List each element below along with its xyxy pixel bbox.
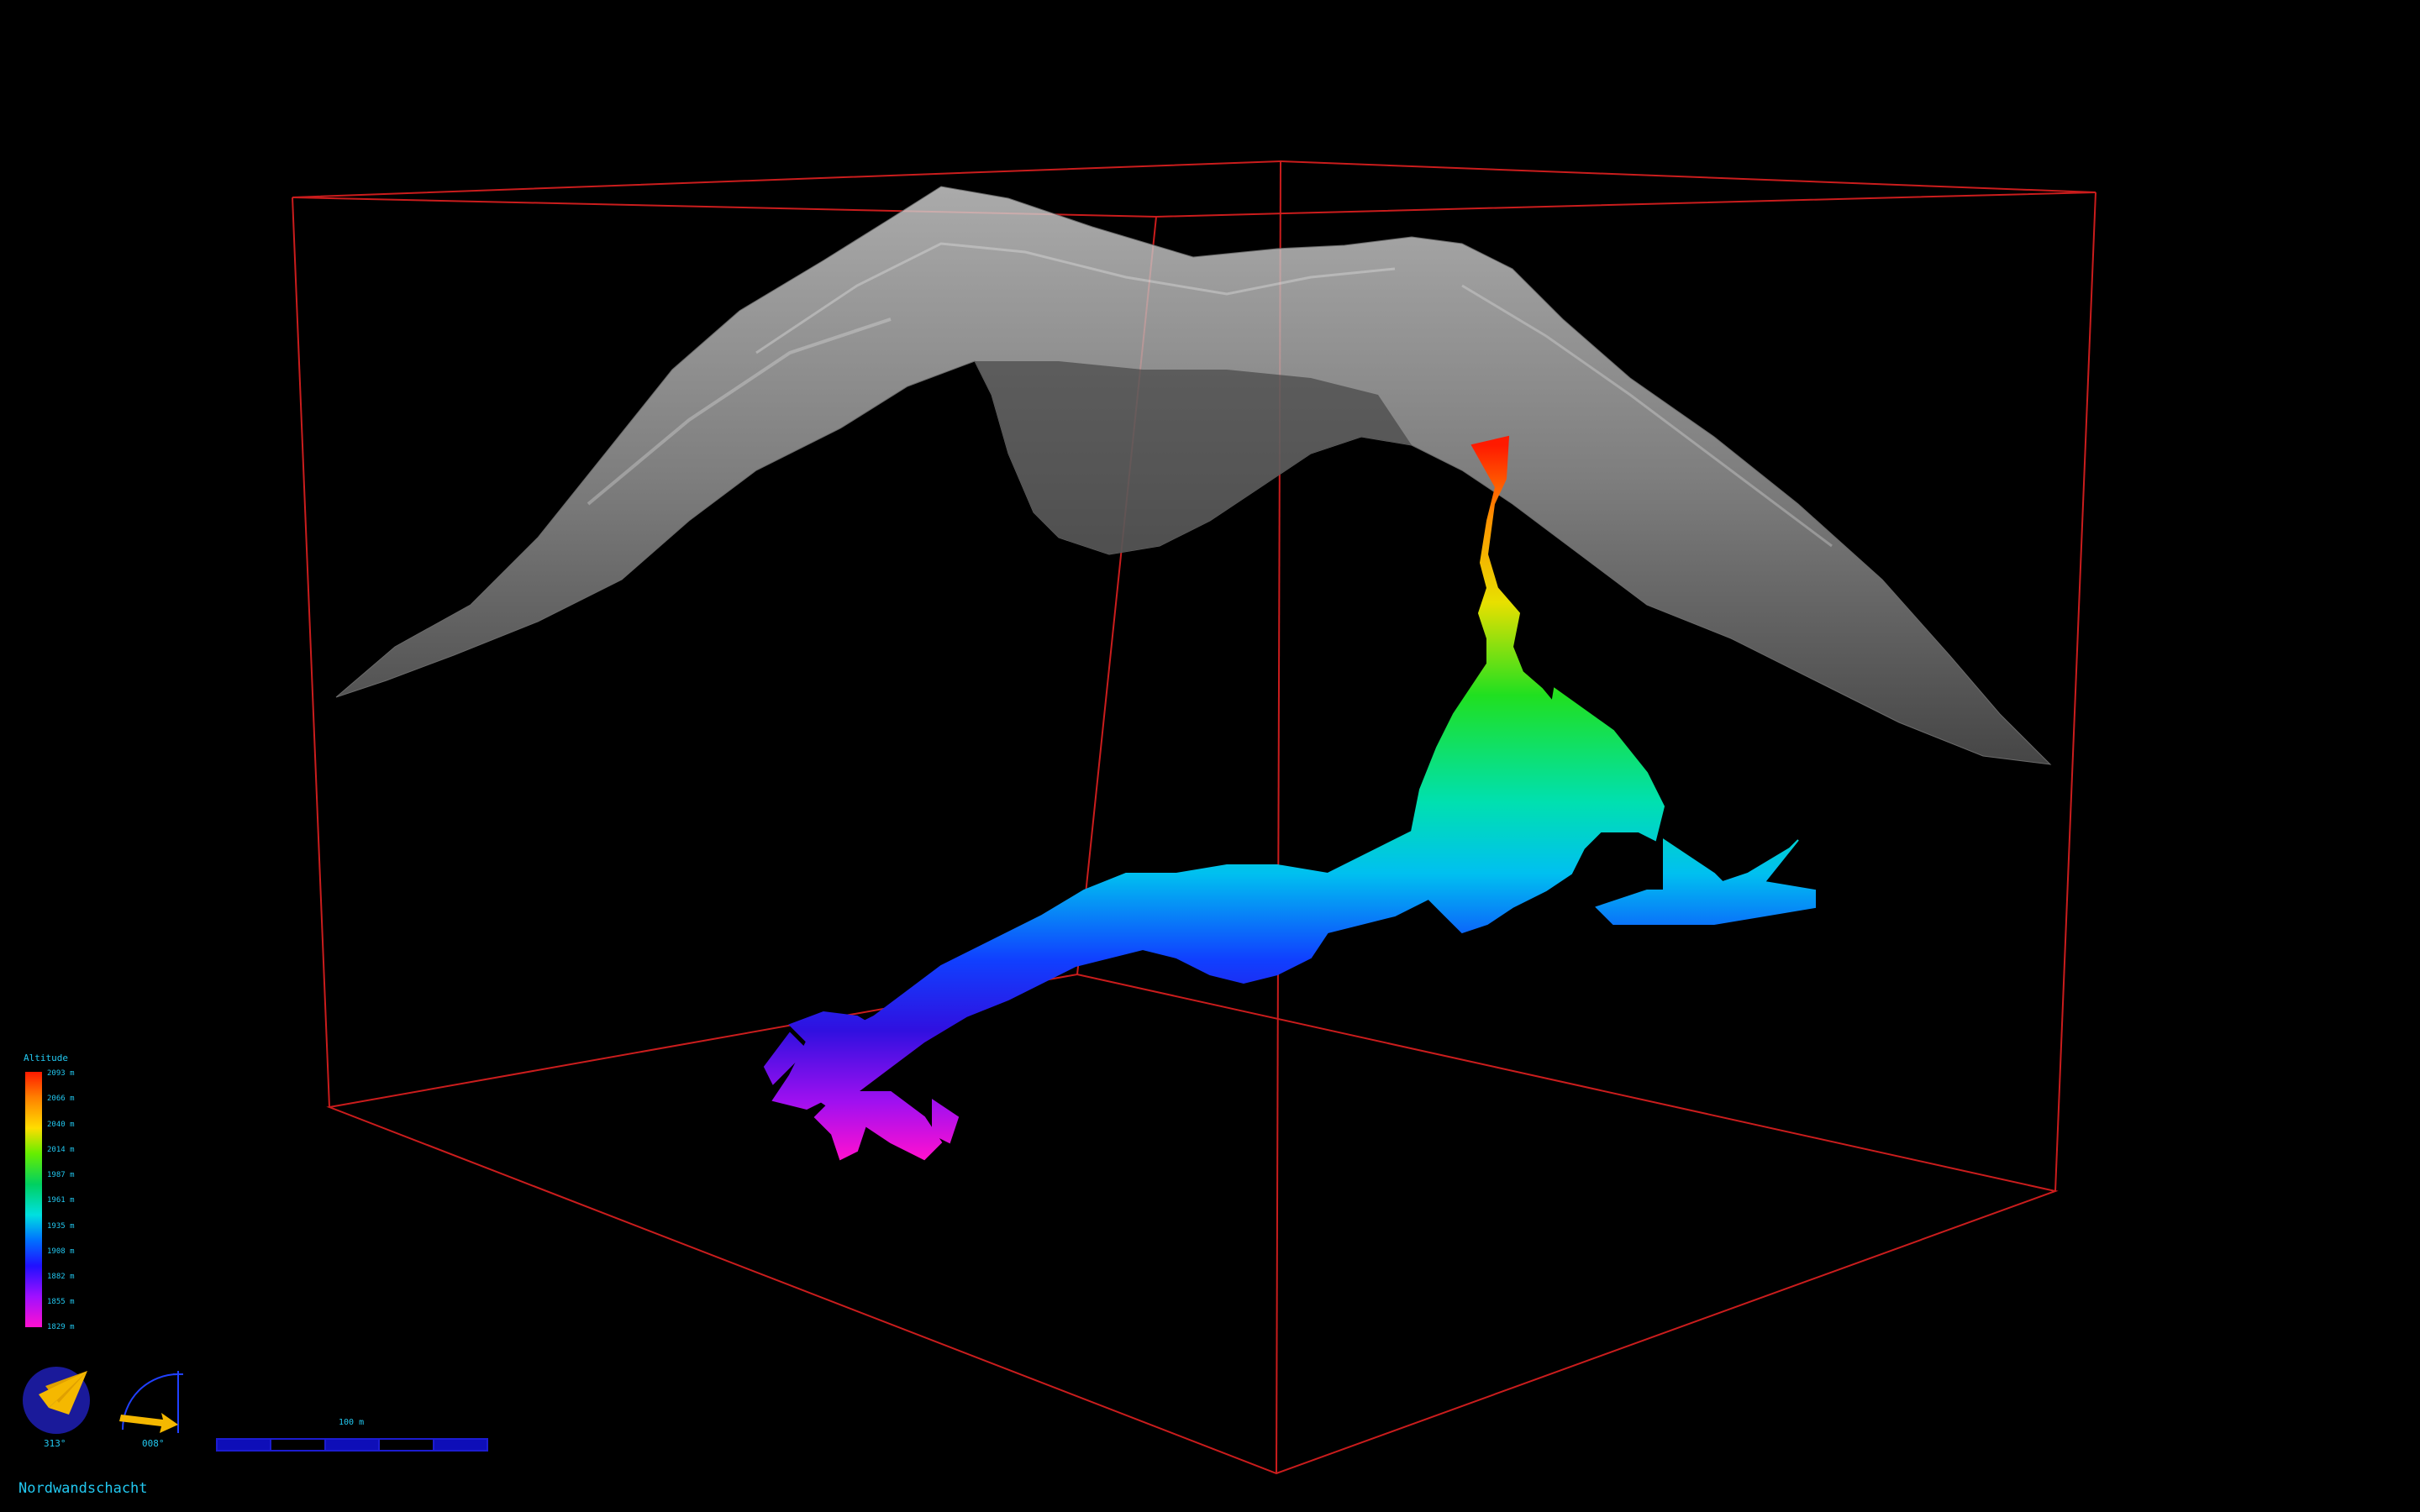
terrain-surface: [335, 186, 2052, 765]
legend-level: 1987 m: [47, 1171, 75, 1179]
legend-level: 2066 m: [47, 1095, 75, 1103]
legend-level: 2040 m: [47, 1121, 75, 1129]
survey-name: Nordwandschacht: [18, 1480, 148, 1497]
legend-level: 1908 m: [47, 1247, 75, 1256]
legend-level: 1935 m: [47, 1222, 75, 1231]
scale-bar: [216, 1438, 488, 1452]
legend-level: 2093 m: [47, 1069, 75, 1078]
legend-title: Altitude: [24, 1053, 68, 1063]
legend-level: 1855 m: [47, 1298, 75, 1306]
tilt-value: 008°: [142, 1438, 165, 1449]
scale-label: 100 m: [339, 1418, 365, 1427]
clino-icon[interactable]: [118, 1369, 187, 1435]
legend-level: 1961 m: [47, 1196, 75, 1205]
compass-icon[interactable]: [20, 1364, 92, 1436]
legend-level: 1882 m: [47, 1273, 75, 1281]
compass-heading: 313°: [44, 1438, 66, 1449]
legend-level: 2014 m: [47, 1146, 75, 1154]
altitude-colorbar: [25, 1072, 42, 1327]
legend-level: 1829 m: [47, 1323, 75, 1331]
cave-mesh: [763, 435, 1816, 1161]
